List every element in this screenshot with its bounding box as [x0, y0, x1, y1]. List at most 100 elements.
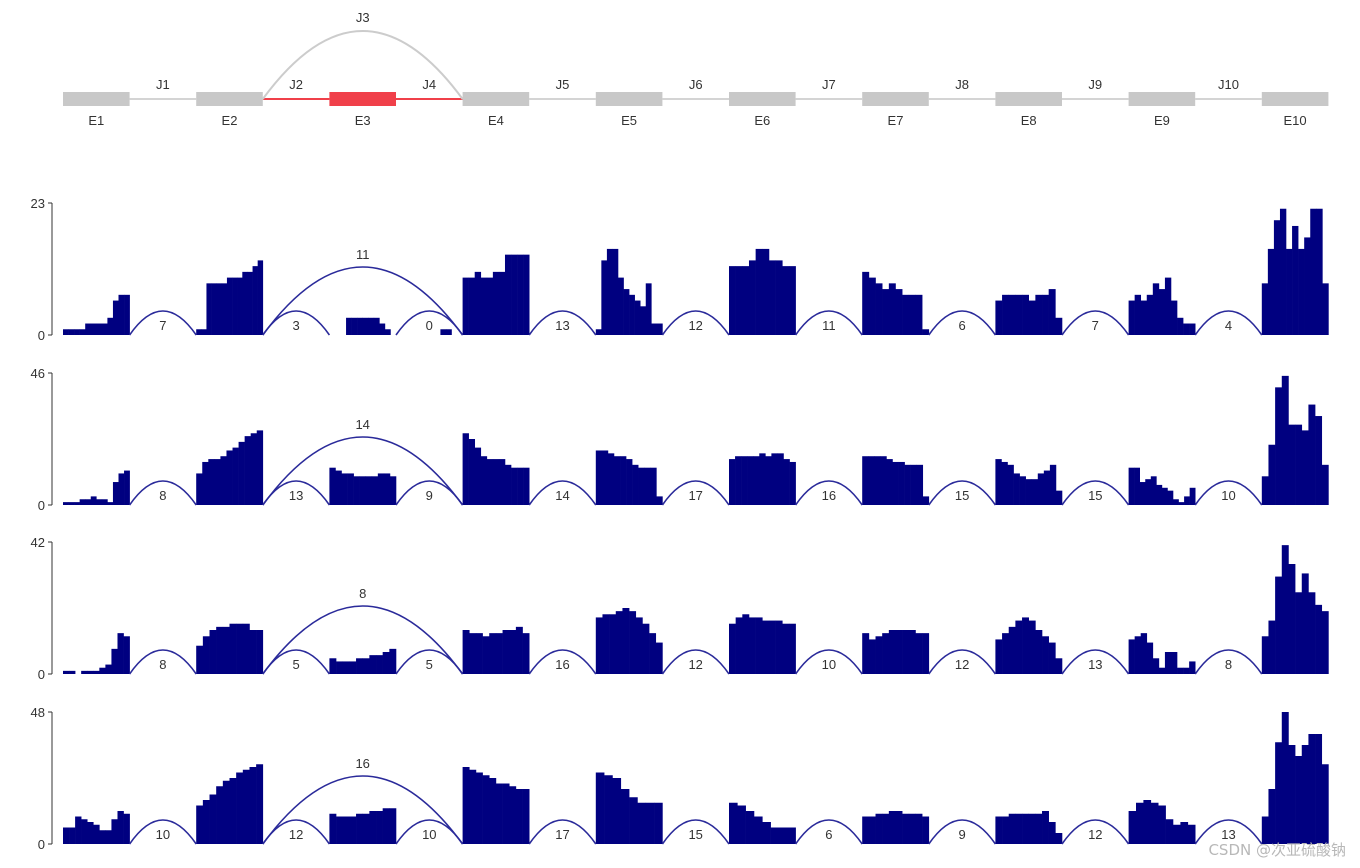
junction-arc-j9	[1061, 649, 1130, 675]
coverage-bar	[735, 266, 743, 335]
coverage-bar	[1140, 300, 1148, 335]
coverage-bar	[238, 441, 245, 505]
coverage-bar	[475, 772, 483, 844]
junction-arc-j7	[794, 819, 863, 845]
y-tick-label: 42	[31, 535, 45, 550]
coverage-bar	[868, 277, 876, 335]
skip-arc-j3	[261, 30, 464, 100]
coverage-bar	[1315, 604, 1323, 674]
coverage-bar	[1048, 289, 1056, 335]
coverage-bar	[642, 623, 650, 674]
coverage-bar	[1002, 633, 1010, 674]
coverage-bar	[1281, 545, 1289, 674]
coverage-bar	[922, 816, 930, 844]
junction-label: J10	[1218, 77, 1239, 92]
coverage-bar	[886, 459, 893, 505]
coverage-bar	[74, 502, 80, 505]
coverage-bar	[377, 473, 385, 505]
junction-arc-j3	[262, 266, 464, 336]
y-tick-label: 48	[31, 705, 45, 720]
coverage-bar	[787, 827, 796, 844]
coverage-bar	[1321, 611, 1329, 674]
coverage-bar	[389, 476, 397, 505]
coverage-bar	[515, 789, 523, 844]
coverage-bar	[915, 633, 923, 674]
junction-count-label: 9	[958, 827, 965, 842]
coverage-bar	[196, 645, 204, 674]
coverage-bar	[618, 277, 624, 335]
coverage-bar	[638, 467, 645, 505]
coverage-bar	[623, 289, 630, 335]
coverage-bar	[640, 306, 647, 335]
coverage-bar	[1136, 802, 1144, 844]
coverage-bar	[904, 464, 911, 505]
coverage-bar	[1128, 639, 1135, 674]
junction-label: J4	[422, 77, 436, 92]
coverage-bar	[371, 476, 379, 505]
coverage-bar	[68, 502, 75, 505]
junction-arc-j1	[128, 819, 197, 845]
coverage-bar	[96, 499, 103, 505]
coverage-bar	[1022, 617, 1029, 674]
coverage-bar	[778, 827, 788, 844]
coverage-bar	[257, 260, 264, 335]
coverage-bar	[729, 623, 736, 674]
coverage-bar	[502, 783, 510, 844]
coverage-bar	[651, 323, 658, 335]
coverage-bar	[1158, 667, 1166, 674]
junction-count-label: 5	[426, 657, 433, 672]
coverage-bar	[880, 456, 887, 505]
junction-count-label: 7	[1092, 318, 1099, 333]
coverage-bar	[1028, 620, 1036, 674]
junction-arc-j10	[1194, 480, 1263, 506]
exon-e7	[862, 92, 929, 106]
y-tick-label: 46	[31, 366, 45, 381]
coverage-bar	[654, 802, 663, 844]
coverage-bar	[922, 633, 930, 674]
y-tick-label: 0	[38, 498, 45, 513]
coverage-bar	[656, 323, 663, 335]
coverage-bar	[1031, 479, 1039, 505]
coverage-bar	[1161, 487, 1168, 505]
coverage-bar	[888, 630, 896, 674]
coverage-bar	[783, 459, 790, 505]
junction-arc-j7	[794, 649, 863, 675]
coverage-bar	[498, 271, 506, 335]
coverage-bar	[735, 456, 742, 505]
coverage-bar	[1035, 630, 1043, 674]
coverage-bar	[202, 636, 210, 674]
junction-arc-j4	[395, 310, 464, 336]
coverage-bar	[1042, 636, 1049, 674]
coverage-bar	[1028, 300, 1036, 335]
junction-label: J7	[822, 77, 836, 92]
coverage-bar	[759, 453, 766, 505]
coverage-bar	[868, 456, 875, 505]
coverage-bar	[609, 614, 617, 674]
coverage-bar	[242, 769, 250, 844]
coverage-bar	[1152, 283, 1160, 335]
coverage-bar	[335, 470, 342, 505]
coverage-bar	[606, 248, 613, 335]
junction-arc-j1	[128, 310, 197, 336]
coverage-bar	[910, 464, 917, 505]
coverage-bar	[376, 655, 383, 674]
coverage-bar	[902, 294, 910, 335]
coverage-bar	[1286, 248, 1293, 335]
junction-label: J1	[156, 77, 170, 92]
coverage-bar	[69, 827, 76, 844]
coverage-bar	[1295, 592, 1303, 674]
junction-arc-j4	[395, 649, 464, 675]
junction-count-label: 13	[1088, 657, 1102, 672]
coverage-bar	[69, 670, 76, 674]
junction-label: J8	[955, 77, 969, 92]
coverage-bar	[462, 433, 469, 505]
exon-label: E10	[1284, 113, 1307, 128]
coverage-bar	[475, 633, 483, 674]
coverage-bar	[236, 772, 244, 844]
coverage-bar	[908, 630, 916, 674]
coverage-bar	[93, 824, 100, 844]
coverage-bar	[1146, 294, 1154, 335]
coverage-bar	[208, 459, 215, 505]
junction-arc-j6	[661, 819, 730, 845]
coverage-bar	[635, 617, 643, 674]
